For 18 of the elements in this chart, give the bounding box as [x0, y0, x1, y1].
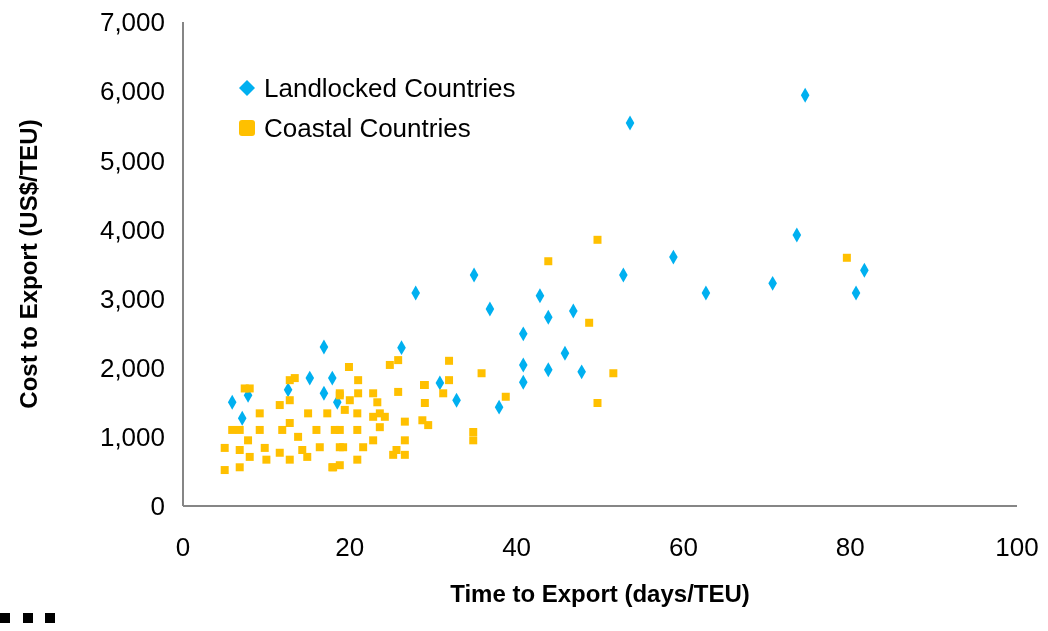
y-tick-label: 2,000: [99, 352, 165, 383]
x-tick-label: 80: [835, 532, 865, 563]
y-tick-label: 5,000: [99, 145, 165, 176]
y-axis-title: Cost to Export (US$/TEU): [14, 119, 42, 409]
legend-label: Landlocked Countries: [264, 72, 516, 105]
y-tick-label: 4,000: [99, 214, 165, 245]
y-tick-label: 3,000: [99, 283, 165, 314]
x-tick-label: 40: [502, 532, 532, 563]
x-tick-label: 100: [995, 532, 1039, 563]
y-tick-label: 7,000: [99, 7, 165, 38]
x-tick-label: 0: [175, 532, 191, 563]
x-tick-label: 20: [335, 532, 365, 563]
legend-label: Coastal Countries: [264, 112, 471, 145]
x-tick-label: 60: [668, 532, 698, 563]
y-tick-label: 0: [150, 491, 165, 522]
x-axis-title: Time to Export (days/TEU): [450, 580, 750, 607]
y-tick-label: 1,000: [99, 422, 165, 453]
y-tick-label: 6,000: [99, 76, 165, 107]
